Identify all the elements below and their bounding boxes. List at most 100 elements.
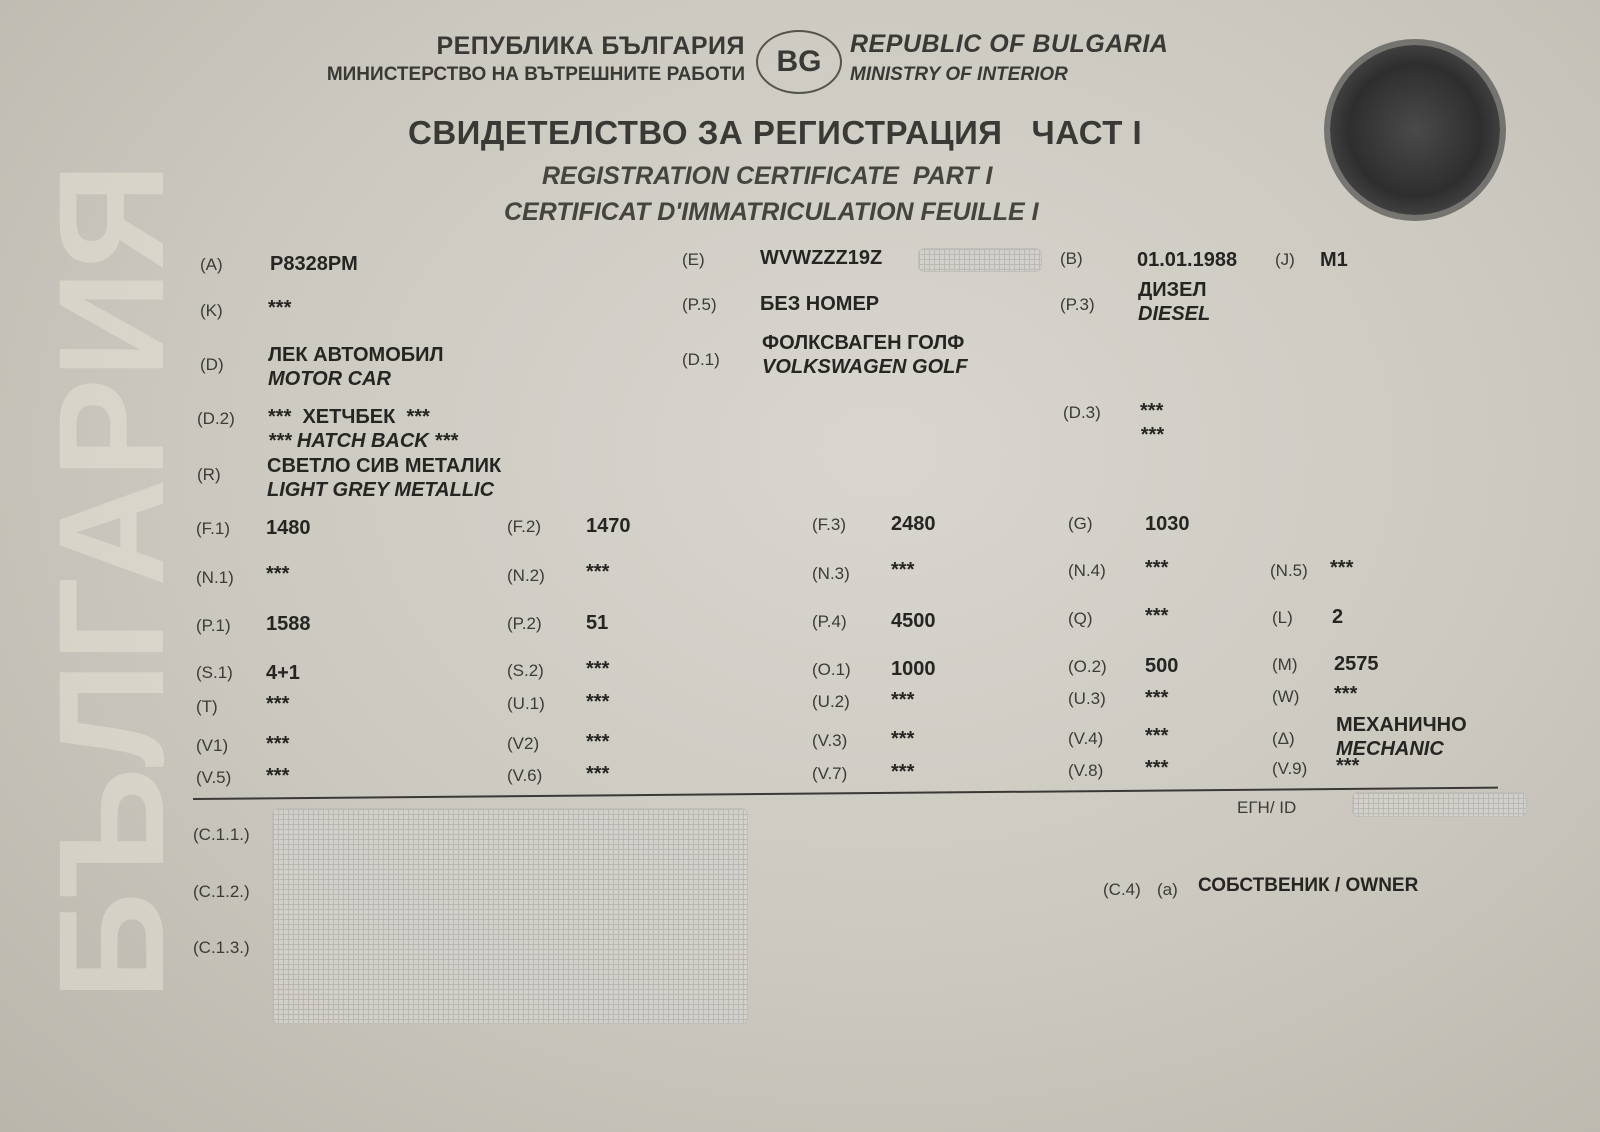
field-code-t: (T) xyxy=(196,697,218,716)
country-bg: РЕПУБЛИКА БЪЛГАРИЯ xyxy=(436,32,745,60)
field-value-local: *** xyxy=(586,658,610,680)
field-value-local: 2480 xyxy=(891,513,936,535)
field-value-n-4: *** xyxy=(1145,556,1168,580)
field-value-local: ДИЗЕЛ xyxy=(1138,279,1207,301)
field-code-m: (M) xyxy=(1272,655,1298,674)
field-value-local: *** xyxy=(586,561,610,583)
field-value-v-4: *** xyxy=(1145,724,1168,748)
field-value-local: *** xyxy=(1145,725,1169,747)
field-code-s-2: (S.2) xyxy=(507,661,544,680)
field-value-local: 1470 xyxy=(586,515,631,537)
field-value-local: *** xyxy=(586,691,610,713)
field-value-n-2: *** xyxy=(586,560,609,584)
field-value-v-3: *** xyxy=(891,727,914,751)
field-code-u-2: (U.2) xyxy=(812,692,850,711)
background-watermark: БЪЛГАРИЯ xyxy=(27,162,195,1000)
field-value-d-2: *** ХЕТЧБЕК *** *** HATCH BACK *** xyxy=(268,405,458,453)
field-value-local: *** xyxy=(266,693,290,715)
field-value-en: *** xyxy=(1140,424,1164,446)
field-value-d-1: ФОЛКСВАГЕН ГОЛФ VOLKSWAGEN GOLF xyxy=(762,331,968,379)
field-value-w: *** xyxy=(1334,682,1357,706)
field-value-p-2: 51 xyxy=(586,611,608,635)
field-code-p-2: (P.2) xyxy=(507,614,542,633)
id-redacted xyxy=(1352,792,1527,817)
ministry-bg: МИНИСТЕРСТВО НА ВЪТРЕШНИТЕ РАБОТИ xyxy=(326,64,745,85)
c11-label: (C.1.1.) xyxy=(193,825,250,844)
field-value-l: 2 xyxy=(1332,605,1343,629)
field-value-f-3: 2480 xyxy=(891,512,936,536)
field-code-j: (J) xyxy=(1275,250,1295,269)
field-code-e: (E) xyxy=(682,250,705,269)
field-value-v2: *** xyxy=(586,730,609,754)
field-code-d-2: (D.2) xyxy=(197,409,235,428)
field-code-q: (Q) xyxy=(1068,609,1093,628)
field-code-n-3: (N.3) xyxy=(812,564,850,583)
field-value-local: СВЕТЛО СИВ МЕТАЛИК xyxy=(267,455,502,477)
field-value-p-4: 4500 xyxy=(891,609,936,633)
field-code-v-4: (V.4) xyxy=(1068,729,1104,748)
field-value-local: *** xyxy=(266,563,290,585)
field-code-o-2: (O.2) xyxy=(1068,657,1107,676)
field-value-local: 1000 xyxy=(891,658,936,680)
field-value-local: *** xyxy=(1145,557,1169,579)
field-value-local: 2575 xyxy=(1334,653,1379,675)
field-value-local: *** xyxy=(266,733,290,755)
field-value-n-3: *** xyxy=(891,558,914,582)
field-value-g: 1030 xyxy=(1145,512,1190,536)
field-value-local: *** xyxy=(586,731,610,753)
field-value-local: *** xyxy=(1336,755,1360,777)
field-code-n-2: (N.2) xyxy=(507,566,545,585)
field-code-b: (B) xyxy=(1060,249,1083,268)
field-value-local: *** ХЕТЧБЕК *** xyxy=(268,406,430,428)
field-code-a: (A) xyxy=(200,255,223,274)
field-code-n-5: (N.5) xyxy=(1270,561,1308,580)
c12-label: (C.1.2.) xyxy=(193,882,250,901)
field-code-f-2: (F.2) xyxy=(507,517,541,536)
field-value-local: M1 xyxy=(1320,249,1348,271)
field-code-g: (G) xyxy=(1068,514,1093,533)
field-value-local: МЕХАНИЧНО xyxy=(1336,714,1467,736)
field-value-local: 4500 xyxy=(891,610,936,632)
title-fr: CERTIFICAT D'IMMATRICULATION FEUILLE I xyxy=(504,198,1039,226)
field-code-w: (W) xyxy=(1272,687,1300,706)
field-value-b: 01.01.1988 xyxy=(1137,248,1237,272)
field-value-k: *** xyxy=(268,296,291,320)
field-code-v-3: (V.3) xyxy=(812,731,848,750)
c4-sub-label: (a) xyxy=(1157,880,1178,899)
field-value-q: *** xyxy=(1145,604,1168,628)
field-value-s-1: 4+1 xyxy=(266,661,300,685)
c4-label: (C.4) xyxy=(1103,880,1141,899)
field-value-local: ЛЕК АВТОМОБИЛ xyxy=(268,344,444,366)
field-value-local: 51 xyxy=(586,612,609,634)
field-code-n-1: (N.1) xyxy=(196,568,234,587)
field-value-u-3: *** xyxy=(1145,686,1168,710)
field-code-n-4: (N.4) xyxy=(1068,561,1106,580)
field-value-local: 01.01.1988 xyxy=(1137,249,1238,271)
field-value-local: P8328PM xyxy=(270,253,358,275)
ministry-en: MINISTRY OF INTERIOR xyxy=(850,64,1068,85)
c4-value: СОБСТВЕНИК / OWNER xyxy=(1198,875,1419,896)
field-value-v-5: *** xyxy=(266,764,289,788)
field-value-local: *** xyxy=(1334,683,1358,705)
field-value-en: MECHANIC xyxy=(1336,738,1444,760)
field-code-v-6: (V.6) xyxy=(507,766,543,785)
field-value-en: *** HATCH BACK *** xyxy=(268,430,458,452)
field-code-v1: (V1) xyxy=(196,736,229,755)
field-value-o-2: 500 xyxy=(1145,654,1178,678)
field-value-local: WVWZZZ19Z xyxy=(760,247,883,269)
field-value-e: WVWZZZ19Z xyxy=(760,246,882,270)
field-value-s-2: *** xyxy=(586,657,609,681)
field-code-k: (K) xyxy=(200,301,223,320)
field-value-local: 1480 xyxy=(266,517,311,539)
field-code-p-5: (P.5) xyxy=(682,295,717,314)
field-value-en: DIESEL xyxy=(1138,303,1211,325)
field-code-o-1: (O.1) xyxy=(812,660,851,679)
field-value-local: *** xyxy=(1145,605,1169,627)
field-value-d-3: *** *** xyxy=(1140,399,1163,447)
field-value-local: 4+1 xyxy=(266,662,300,684)
field-value-local: *** xyxy=(891,761,915,783)
field-value-o-1: 1000 xyxy=(891,657,936,681)
field-code-d: (D) xyxy=(200,355,224,374)
field-value-local: *** xyxy=(1330,557,1354,579)
field-code-v-9: (V.9) xyxy=(1272,759,1308,778)
